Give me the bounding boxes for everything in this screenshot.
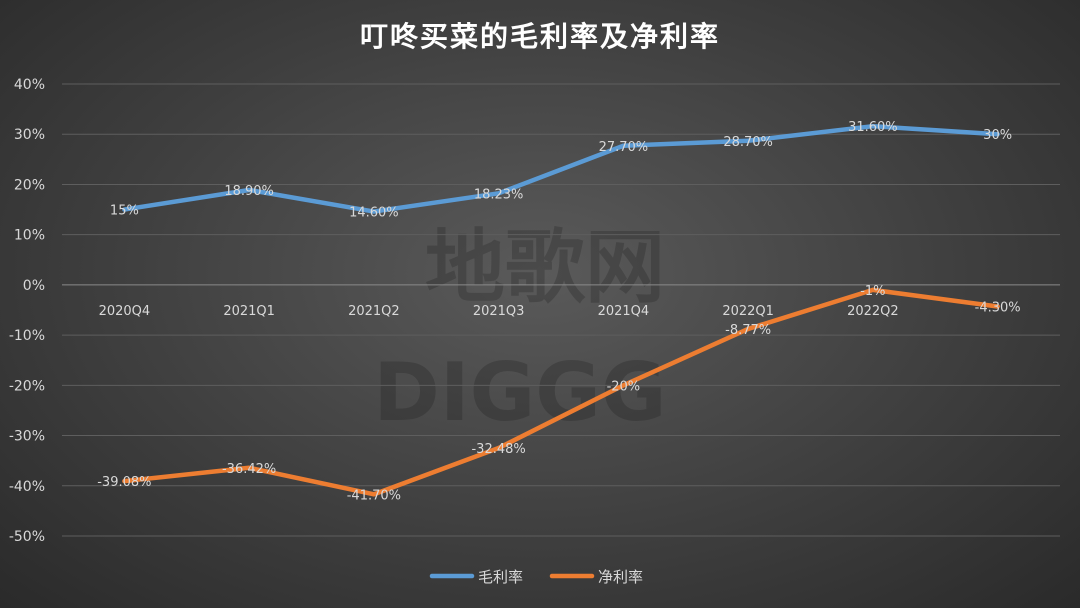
chart-title: 叮咚买菜的毛利率及净利率 [360, 20, 720, 53]
watermark-text-en: DIGGG [373, 346, 666, 439]
series-lines [122, 123, 1000, 497]
y-tick-label: 10% [14, 228, 45, 244]
x-category-label: 2022Q1 [722, 304, 774, 319]
legend-entry: 净利率 [598, 568, 643, 586]
y-tick-label: 0% [23, 278, 45, 294]
y-tick-label: 40% [14, 77, 45, 93]
y-tick-label: -50% [9, 529, 45, 545]
x-axis-category-labels: 2020Q4 2021Q1 2021Q2 2021Q3 2021Q4 2022Q1 2022… [99, 304, 899, 319]
data-label: 31.60% [848, 120, 898, 135]
y-tick-label: 30% [14, 127, 45, 143]
data-point [870, 287, 875, 292]
legend-entry: 毛利率 [478, 568, 523, 586]
data-label: 30% [983, 128, 1012, 143]
x-category-label: 2021Q4 [598, 304, 650, 319]
data-point [122, 479, 127, 484]
data-label: 28.70% [723, 135, 773, 150]
data-point [496, 191, 501, 196]
data-point [870, 124, 875, 129]
y-tick-label: -40% [9, 479, 45, 495]
x-category-label: 2021Q3 [473, 304, 525, 319]
watermark: 地歌网 DIGGG [373, 221, 666, 439]
y-axis-tick-labels: 40% 30% 20% 10% 0% -10% -20% -30% -40% -50% [9, 77, 45, 545]
data-label: -39.08% [97, 475, 151, 490]
data-label: 27.70% [599, 140, 649, 155]
data-point [746, 138, 751, 143]
y-tick-label: 20% [14, 177, 45, 193]
legend: 毛利率 净利率 [429, 568, 643, 586]
watermark-text-cn: 地歌网 [425, 221, 665, 314]
data-label: -41.70% [347, 488, 401, 503]
data-label: -36.42% [222, 462, 276, 477]
data-label: 14.60% [349, 206, 399, 221]
data-label: -1% [860, 284, 885, 299]
data-point [496, 446, 501, 451]
data-point [122, 207, 127, 212]
x-category-label: 2021Q1 [223, 304, 275, 319]
gridlines [62, 83, 1060, 537]
data-point [371, 492, 376, 497]
data-label: 18.23% [474, 187, 524, 202]
y-tick-label: -20% [9, 378, 45, 394]
data-point [621, 383, 626, 388]
data-point [371, 209, 376, 214]
x-category-label: 2020Q4 [99, 304, 151, 319]
data-label: 18.90% [224, 184, 274, 199]
series-line-gross-margin [122, 123, 1000, 214]
data-point [746, 326, 751, 331]
data-label: -4.30% [975, 300, 1021, 315]
data-point [995, 132, 1000, 137]
data-labels: 15% 18.90% 14.60% 18.23% 27.70% 28.70% 31.60% 3… [97, 120, 1020, 503]
data-point [247, 465, 252, 470]
x-category-label: 2021Q2 [348, 304, 400, 319]
y-tick-label: -10% [9, 328, 45, 344]
series-line-net-margin [122, 287, 1000, 497]
data-point [621, 143, 626, 148]
data-label: -32.48% [471, 442, 525, 457]
data-label: -20% [607, 379, 641, 394]
y-tick-label: -30% [9, 429, 45, 445]
x-category-label: 2022Q2 [847, 304, 899, 319]
data-label: -8.77% [725, 323, 771, 338]
data-point [995, 304, 1000, 309]
data-point [247, 187, 252, 192]
data-label: 15% [110, 204, 139, 219]
